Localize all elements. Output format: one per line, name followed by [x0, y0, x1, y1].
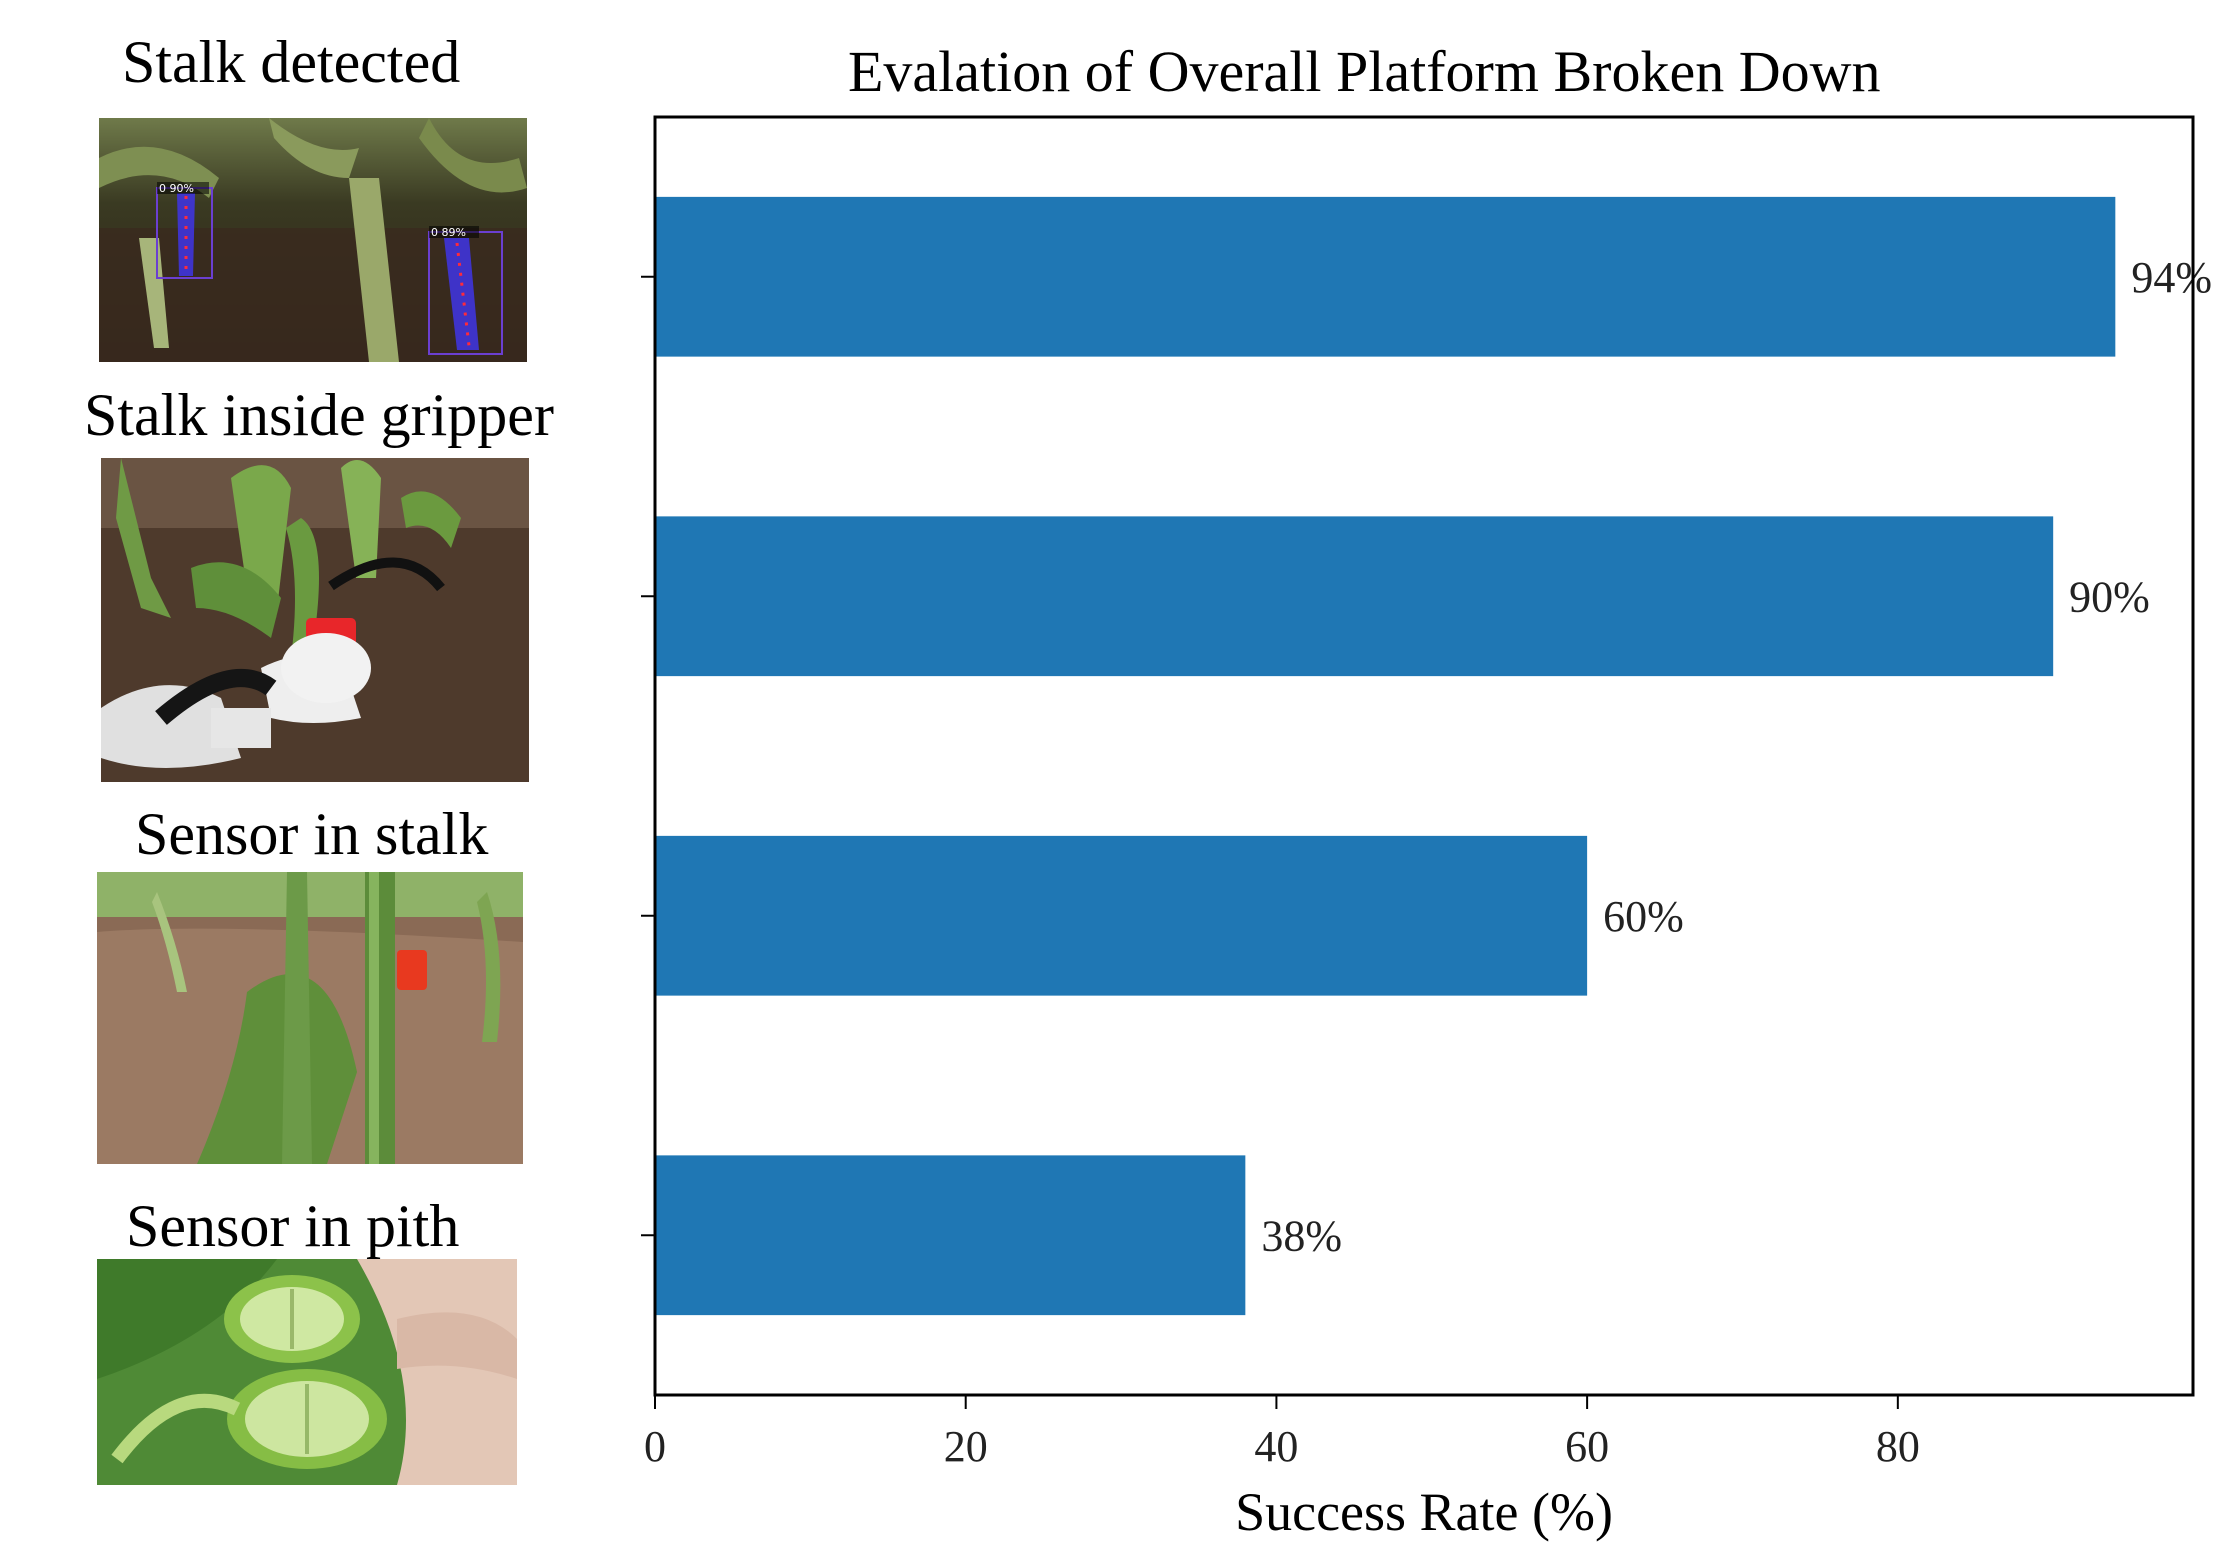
bar [655, 1155, 1246, 1316]
bar-value-label: 94% [2131, 253, 2212, 302]
panel-label-sensor-in-pith: Sensor in pith [126, 1193, 460, 1259]
detection-score-label: 0 89% [431, 226, 466, 239]
bar-value-label: 38% [1261, 1211, 1342, 1260]
x-tick-label: 20 [944, 1422, 988, 1471]
panel-label-stalk-detected: Stalk detected [122, 29, 461, 95]
x-tick-label: 0 [644, 1422, 666, 1471]
x-tick-label: 40 [1254, 1422, 1298, 1471]
plot-area-frame [653, 115, 2195, 1397]
x-tick-label: 60 [1565, 1422, 1609, 1471]
stalk-detection-image: 0 90% 0 89% [99, 118, 527, 362]
panel-label-sensor-in-stalk: Sensor in stalk [135, 801, 489, 867]
chart-title: Evalation of Overall Platform Broken Dow… [848, 39, 1881, 104]
gripper-image [101, 458, 529, 782]
sensor-pith-image [97, 1259, 517, 1485]
bar-value-label: 90% [2069, 572, 2150, 621]
bar [655, 835, 1588, 996]
bar-value-label: 60% [1603, 892, 1684, 941]
x-axis-label: Success Rate (%) [1235, 1482, 1613, 1542]
x-tick-label: 80 [1876, 1422, 1920, 1471]
sensor-stalk-image [97, 872, 523, 1164]
bar [655, 196, 2116, 357]
panel-label-stalk-inside-gripper: Stalk inside gripper [84, 382, 554, 448]
detection-score-label: 0 90% [159, 182, 194, 195]
bar [655, 516, 2054, 677]
